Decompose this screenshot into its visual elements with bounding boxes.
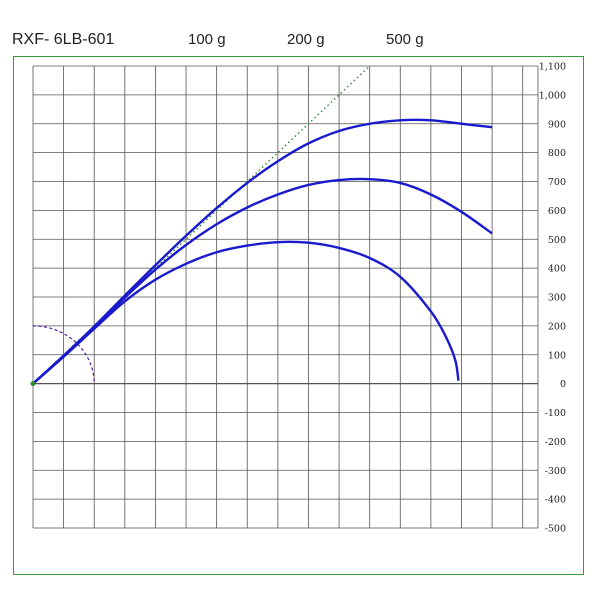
y-tick-label: 500: [548, 235, 566, 246]
chart-frame: [13, 56, 584, 575]
y-tick-label: 800: [548, 148, 566, 159]
y-tick-label: -200: [545, 437, 566, 448]
y-tick-label: 1,000: [539, 90, 566, 101]
y-tick-label: 0: [560, 379, 566, 390]
series-line-2: [32, 118, 493, 385]
y-tick-label: 600: [548, 206, 566, 217]
y-tick-label: -500: [545, 524, 566, 535]
origin-point: [30, 381, 36, 387]
weight-label-200g: 200 g: [287, 31, 325, 48]
model-name: RXF- 6LB-601: [12, 31, 115, 48]
y-tick-label: -300: [545, 466, 566, 477]
weight-label-100g: 100 g: [188, 31, 226, 48]
weight-label-500g: 500 g: [386, 31, 424, 48]
series-line-0: [32, 240, 460, 385]
y-tick-label: -100: [545, 408, 566, 419]
y-tick-label: 100: [548, 350, 566, 361]
y-tick-label: -400: [545, 495, 566, 506]
y-tick-label: 700: [548, 177, 566, 188]
y-tick-label: 200: [548, 321, 566, 332]
y-tick-label: 1,100: [539, 62, 566, 73]
y-tick-label: 400: [548, 264, 566, 275]
y-tick-label: 300: [548, 293, 566, 304]
y-tick-label: 900: [548, 119, 566, 130]
series-line-1: [32, 177, 493, 385]
reference-arc: [32, 325, 95, 384]
